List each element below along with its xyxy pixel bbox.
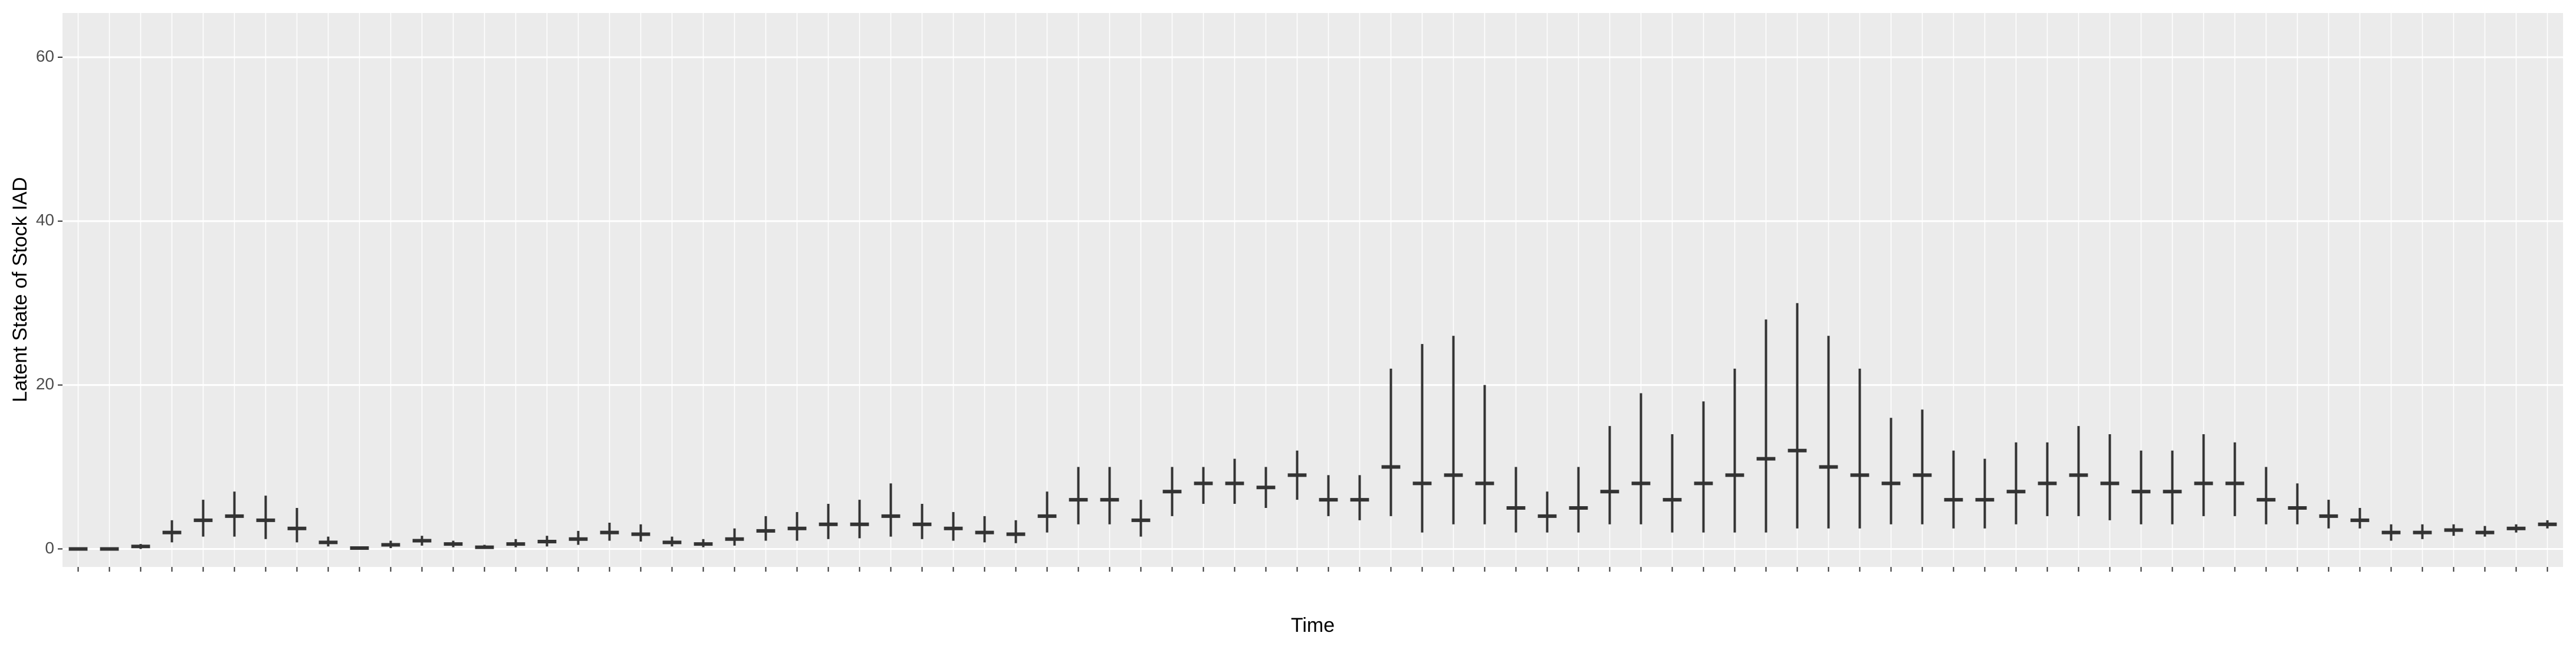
y-tick-label: 0 — [45, 539, 54, 557]
y-axis-title: Latent State of Stock IAD — [9, 177, 31, 402]
plot-panel — [63, 13, 2563, 567]
y-tick-label: 40 — [36, 211, 54, 229]
x-axis-title: Time — [1291, 614, 1335, 637]
marks — [68, 303, 2557, 551]
y-tick-label: 20 — [36, 375, 54, 393]
y-tick-label: 60 — [36, 47, 54, 65]
